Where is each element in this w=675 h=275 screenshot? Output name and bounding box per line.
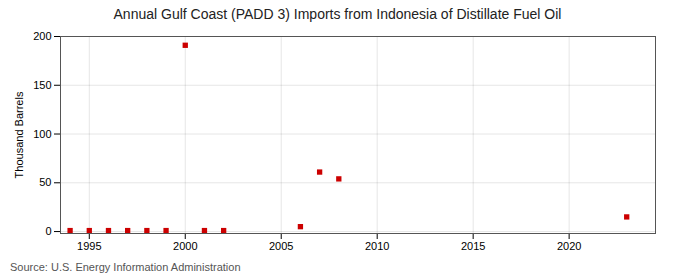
svg-text:200: 200 [33, 30, 51, 42]
svg-text:2000: 2000 [173, 240, 197, 252]
svg-text:50: 50 [39, 176, 51, 188]
svg-text:0: 0 [45, 225, 51, 237]
html-text:Source: U.S. Energy Informatio: Source: U.S. Energy Information Administ… [10, 261, 241, 273]
svg-text:Thousand Barrels: Thousand Barrels [13, 91, 25, 178]
svg-text:2015: 2015 [461, 240, 485, 252]
html-text:Annual Gulf Coast (PADD 3) Imp: Annual Gulf Coast (PADD 3) Imports from … [113, 6, 562, 22]
svg-text:100: 100 [33, 128, 51, 140]
svg-text:1995: 1995 [77, 240, 101, 252]
svg-text:2010: 2010 [365, 240, 389, 252]
svg-text:150: 150 [33, 79, 51, 91]
svg-text:2020: 2020 [557, 240, 581, 252]
svg-text:2005: 2005 [269, 240, 293, 252]
